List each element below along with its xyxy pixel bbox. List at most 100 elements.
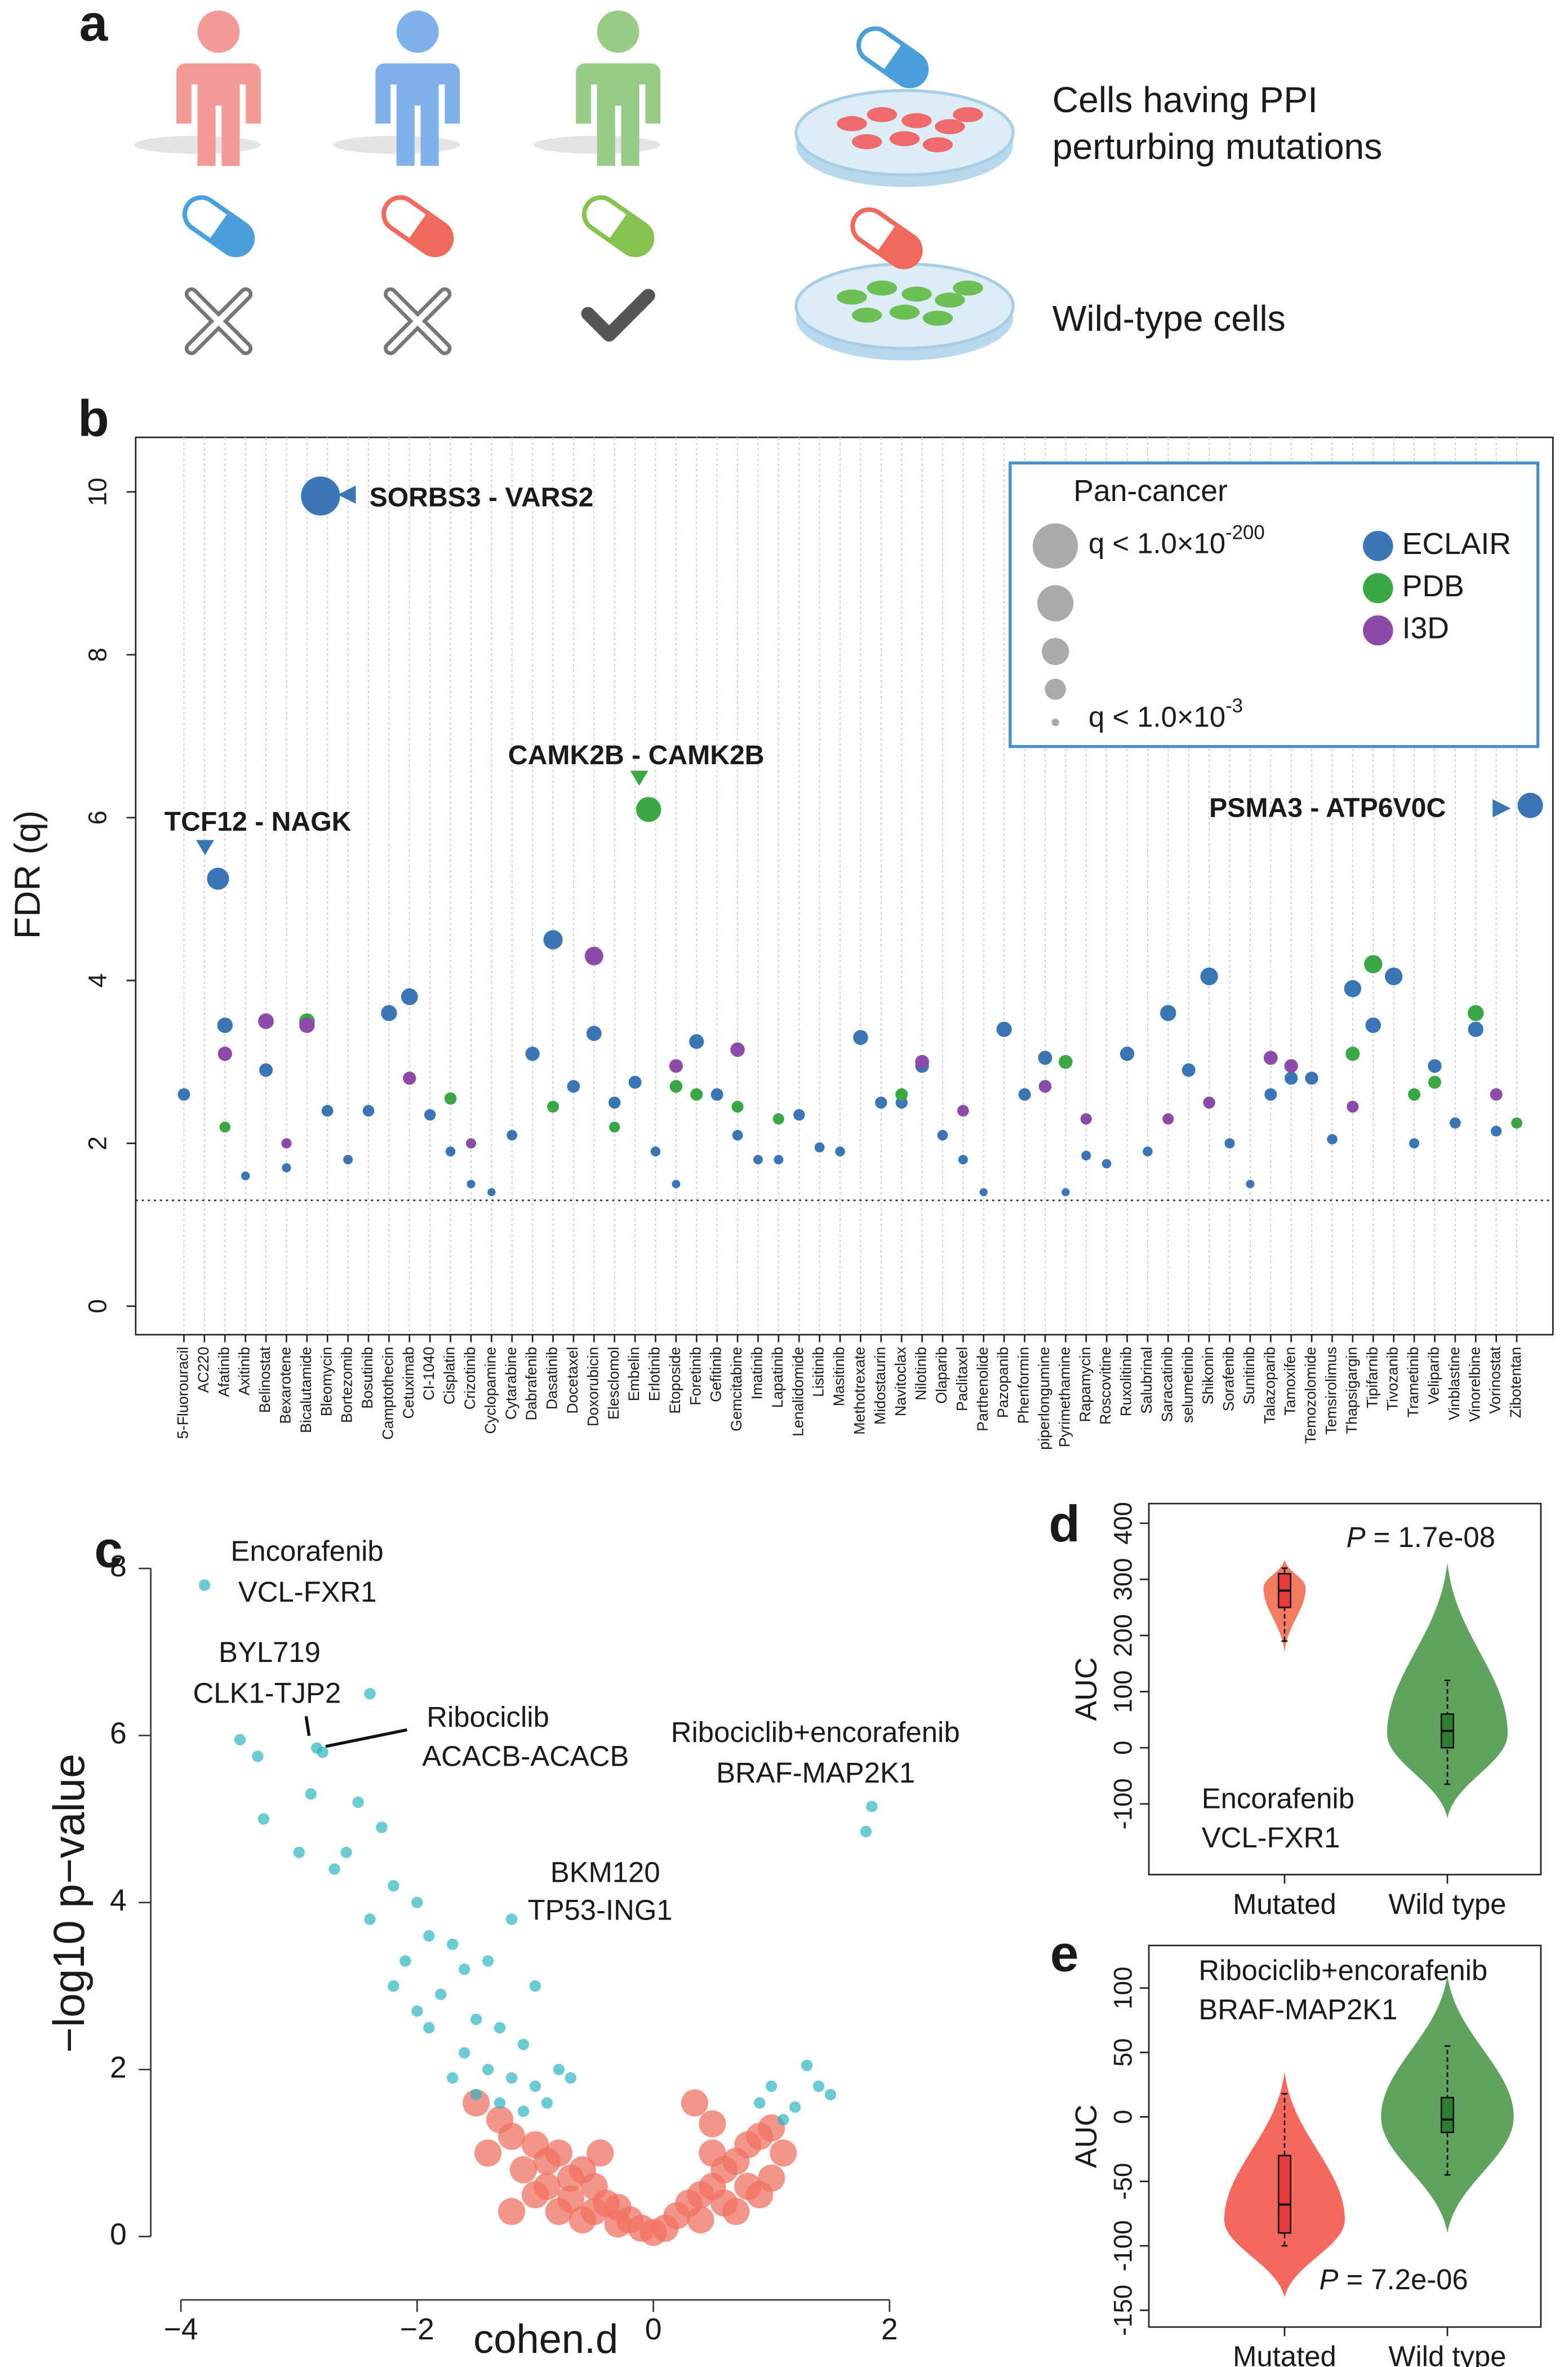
point: [252, 1750, 264, 1762]
point: [257, 1813, 270, 1825]
point: [494, 2022, 506, 2034]
cell: [837, 289, 867, 305]
point: [282, 1163, 291, 1173]
cross-inner: [188, 291, 249, 352]
y-tick-label: 0: [83, 1299, 112, 1313]
point: [699, 2110, 726, 2138]
point: [669, 1059, 683, 1073]
annotation: Encorafenib: [1202, 1783, 1354, 1815]
point: [1285, 1071, 1298, 1085]
person-body: [576, 63, 661, 166]
point: [636, 797, 661, 822]
y-tick-label: 6: [83, 810, 112, 825]
point: [1203, 1096, 1215, 1109]
x-tick-label: selumetinib: [1179, 1347, 1196, 1423]
point: [517, 2106, 530, 2117]
x-tick-label: Phenformin: [1015, 1347, 1032, 1424]
point: [281, 1138, 292, 1149]
point: [1038, 1050, 1052, 1065]
x-tick-label: Belinostat: [256, 1346, 273, 1413]
x-tick-label: CI-1040: [420, 1347, 437, 1400]
point: [177, 1088, 190, 1101]
y-tick-label: 300: [1108, 1558, 1137, 1601]
x-tick-label: Masitinib: [830, 1347, 847, 1407]
label: q < 1.0×10: [1089, 701, 1225, 733]
x-tick-label: Rapamycin: [1077, 1347, 1094, 1422]
cell: [935, 119, 965, 135]
x-tick-label: Wild type: [1388, 1888, 1506, 1920]
leader: [325, 1728, 408, 1748]
point: [1491, 1125, 1502, 1137]
point: [403, 1071, 416, 1085]
legend-marker: [1363, 573, 1393, 604]
y-tick-label: 8: [83, 648, 112, 662]
point: [1200, 967, 1218, 986]
x-tick-label: Tamoxifen: [1282, 1347, 1299, 1416]
point: [1162, 1113, 1174, 1125]
y-tick-label: 400: [1108, 1502, 1137, 1545]
x-tick-label: Docetaxel: [564, 1347, 581, 1414]
p-value: P = 1.7e-08: [1347, 1522, 1495, 1554]
annotation: VCL-FXR1: [238, 1576, 377, 1608]
x-tick-label: Elesclomol: [605, 1347, 622, 1420]
point: [753, 1155, 763, 1165]
box: [1440, 2096, 1454, 2134]
point: [545, 2139, 572, 2167]
point: [465, 1138, 477, 1149]
annotation: BYL719: [219, 1636, 321, 1668]
pill: [850, 207, 923, 269]
point: [604, 2210, 632, 2238]
point: [517, 2038, 530, 2050]
point: [219, 1122, 230, 1133]
point: [553, 2063, 565, 2076]
x-tick-label: −2: [400, 2313, 434, 2346]
y-axis-label: −log10 p−value: [45, 1754, 94, 2053]
point: [507, 1129, 518, 1141]
plot-frame: [1148, 1944, 1542, 2328]
x-tick-label: Mutated: [1233, 2341, 1336, 2367]
x-tick-label: Sunitinib: [1241, 1347, 1258, 1405]
panel-label: e: [1050, 1925, 1079, 1982]
x-tick-label: Navitoclax: [892, 1346, 909, 1416]
point: [774, 1155, 784, 1165]
point: [1059, 1054, 1073, 1069]
x-tick-label: Pazopanib: [994, 1347, 1011, 1418]
cell: [953, 280, 983, 296]
point: [860, 1825, 872, 1838]
pill-half: [209, 212, 253, 255]
pill-half: [608, 212, 652, 255]
point: [494, 2097, 506, 2109]
x-tick-label: Saracatinib: [1158, 1347, 1175, 1422]
cell: [867, 107, 898, 122]
point: [541, 2097, 553, 2109]
cell: [935, 292, 965, 308]
annotation: TP53-ING1: [528, 1894, 673, 1926]
x-tick-label: Axitinib: [236, 1347, 253, 1395]
check: [581, 289, 655, 342]
point: [198, 1579, 211, 1591]
cell: [851, 307, 882, 323]
x-tick-label: Methotrexate: [851, 1347, 868, 1435]
x-tick-label: Erlotinib: [646, 1347, 663, 1402]
cell: [851, 134, 882, 149]
y-axis-label: FDR (q): [7, 810, 47, 939]
annotation: SORBS3 - VARS2: [370, 482, 594, 512]
x-tick-label: piperlongumine: [1036, 1347, 1052, 1450]
point: [770, 2139, 797, 2167]
point: [482, 2063, 494, 2076]
x-tick-label: Cytarabine: [503, 1347, 519, 1420]
x-tick-label: Dabrafenib: [523, 1347, 540, 1421]
cell: [922, 137, 953, 153]
point: [1428, 1059, 1442, 1073]
point: [423, 2022, 435, 2034]
box: [1277, 2155, 1291, 2234]
x-tick-label: Lenalidomide: [789, 1347, 806, 1437]
point: [565, 2072, 577, 2084]
point: [352, 1796, 364, 1809]
cell: [901, 286, 932, 302]
point: [301, 476, 340, 516]
arrow: [337, 485, 356, 504]
cell: [953, 107, 983, 122]
x-tick-label: Salubrinal: [1138, 1347, 1155, 1414]
point: [364, 1688, 376, 1700]
